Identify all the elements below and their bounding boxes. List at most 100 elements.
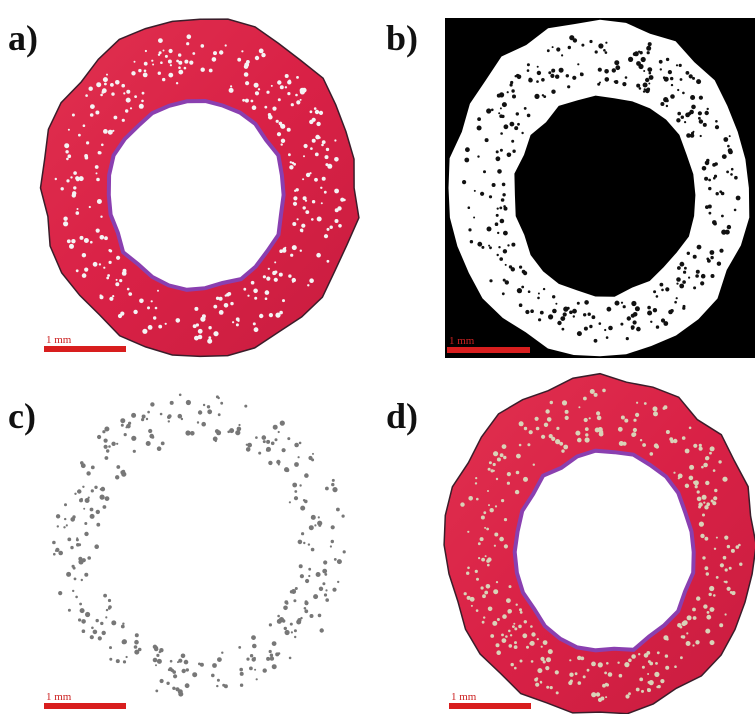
pore bbox=[517, 123, 520, 126]
pore bbox=[192, 672, 197, 677]
pore bbox=[481, 516, 485, 520]
pore bbox=[511, 89, 514, 92]
pore bbox=[660, 283, 664, 287]
pore bbox=[692, 608, 696, 612]
pore bbox=[155, 664, 157, 666]
pore bbox=[158, 38, 163, 43]
pore bbox=[311, 515, 316, 520]
pore bbox=[66, 572, 71, 577]
pore bbox=[605, 51, 608, 54]
pore bbox=[70, 176, 72, 178]
pore bbox=[232, 321, 234, 323]
pore bbox=[318, 614, 322, 618]
pore bbox=[66, 524, 68, 526]
pore bbox=[104, 83, 107, 86]
pore bbox=[96, 82, 101, 87]
pore bbox=[342, 515, 345, 518]
pore bbox=[703, 502, 705, 504]
pore bbox=[216, 430, 221, 435]
pore bbox=[285, 74, 289, 78]
pore bbox=[636, 688, 640, 692]
pore bbox=[713, 496, 717, 500]
pore bbox=[705, 481, 709, 485]
pore bbox=[300, 89, 305, 94]
pore bbox=[666, 105, 668, 107]
pore bbox=[488, 607, 493, 612]
pore bbox=[533, 464, 535, 466]
pore bbox=[245, 99, 249, 103]
pore bbox=[103, 89, 105, 91]
pore bbox=[577, 656, 581, 660]
pore bbox=[653, 308, 657, 312]
pore bbox=[686, 632, 688, 634]
pore bbox=[687, 252, 690, 255]
pore bbox=[575, 672, 578, 675]
pore bbox=[202, 314, 206, 318]
pore bbox=[520, 660, 523, 663]
pore bbox=[736, 545, 740, 549]
pore bbox=[497, 208, 499, 210]
pore bbox=[178, 70, 183, 75]
pore bbox=[312, 453, 314, 455]
pore bbox=[731, 549, 735, 553]
pore bbox=[299, 564, 303, 568]
pore bbox=[308, 568, 311, 571]
pore bbox=[289, 657, 292, 660]
pore bbox=[633, 428, 637, 432]
pore bbox=[266, 448, 269, 451]
pore bbox=[499, 92, 504, 97]
pore bbox=[590, 389, 595, 394]
pore bbox=[503, 249, 507, 253]
pore bbox=[263, 440, 266, 443]
pore bbox=[509, 585, 512, 588]
pore bbox=[334, 558, 337, 561]
pore bbox=[157, 446, 162, 451]
pore bbox=[325, 487, 329, 491]
pore bbox=[507, 244, 509, 246]
pore bbox=[266, 91, 269, 94]
pore bbox=[265, 290, 270, 295]
pore bbox=[619, 674, 623, 678]
pore bbox=[327, 260, 330, 263]
pore bbox=[293, 196, 297, 200]
pore bbox=[75, 596, 78, 599]
pore bbox=[300, 617, 302, 619]
pore bbox=[489, 279, 492, 282]
pore bbox=[101, 487, 106, 492]
pore bbox=[148, 429, 152, 433]
pore bbox=[689, 465, 694, 470]
pore bbox=[278, 463, 280, 465]
pore bbox=[82, 273, 87, 278]
pore bbox=[698, 117, 701, 120]
pore bbox=[322, 582, 325, 585]
pore bbox=[114, 116, 118, 120]
pore bbox=[690, 133, 694, 137]
pore bbox=[702, 556, 705, 559]
pore bbox=[266, 657, 270, 661]
pore bbox=[104, 439, 108, 443]
pore bbox=[309, 525, 314, 530]
pore bbox=[528, 290, 531, 293]
pore bbox=[184, 60, 188, 64]
pore bbox=[699, 96, 703, 100]
pore bbox=[278, 652, 281, 655]
pore bbox=[269, 650, 272, 653]
pore bbox=[100, 295, 104, 299]
pore bbox=[634, 51, 639, 56]
pore bbox=[284, 627, 287, 630]
pore bbox=[107, 274, 110, 277]
pore bbox=[211, 674, 215, 678]
pore bbox=[192, 52, 195, 55]
pore bbox=[126, 98, 131, 103]
pore bbox=[606, 662, 609, 665]
pore bbox=[588, 313, 591, 316]
pore bbox=[316, 253, 321, 258]
pore bbox=[64, 503, 67, 506]
pore bbox=[510, 122, 515, 127]
pore bbox=[717, 262, 721, 266]
pore bbox=[706, 615, 711, 620]
pore bbox=[316, 122, 320, 126]
pore bbox=[165, 55, 168, 58]
scale-bar-label: 1 mm bbox=[451, 691, 477, 703]
pore bbox=[529, 430, 533, 434]
